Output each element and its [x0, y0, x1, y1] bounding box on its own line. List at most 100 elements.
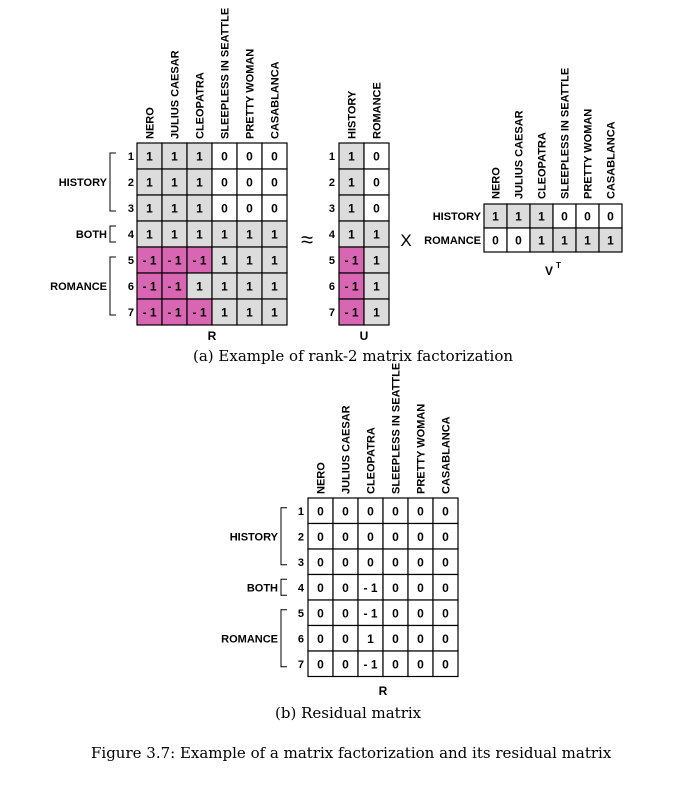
residual-matrix-cell [382, 497, 409, 525]
r-matrix-value: 0 [246, 176, 253, 190]
residual-matrix-cell [332, 497, 359, 525]
residual-matrix-value: 0 [342, 632, 349, 646]
vt-matrix-label: V [545, 264, 553, 278]
residual-matrix-value: 1 [367, 632, 374, 646]
r-col-header: CASABLANCA [270, 61, 282, 139]
r-matrix-value: 1 [146, 202, 153, 216]
u-matrix-cell [338, 246, 365, 274]
u-matrix-value: 1 [373, 306, 380, 320]
r-matrix-value: 1 [171, 176, 178, 190]
vt-col-header: JULIUS CAESAR [514, 110, 526, 199]
u-row-number: 2 [329, 177, 335, 189]
residual-matrix-cell [382, 650, 409, 678]
r-matrix-cell [236, 246, 263, 274]
r-matrix-value: 0 [246, 150, 253, 164]
vt-matrix-label-sup: T [556, 261, 561, 270]
r-row-group-label: HISTORY [59, 177, 108, 189]
r-row-group-label: ROMANCE [50, 281, 107, 293]
r-matrix-cell [161, 220, 188, 248]
residual-matrix-cell [382, 522, 409, 550]
residual-matrix-value: - 1 [363, 581, 377, 595]
residual-col-header: PRETTY WOMAN [416, 404, 428, 494]
residual-matrix-value: 0 [417, 555, 424, 569]
residual-matrix-cell [307, 548, 334, 576]
u-matrix-cell [338, 298, 365, 326]
residual-col-header: CLEOPATRA [366, 427, 378, 494]
r-matrix-value: - 1 [167, 306, 181, 320]
residual-matrix-value: 0 [317, 632, 324, 646]
residual-row-number: 1 [298, 506, 304, 518]
r-matrix-cell [261, 246, 288, 274]
vt-col-header: PRETTY WOMAN [583, 109, 595, 199]
u-matrix-value: 1 [348, 228, 355, 242]
residual-row-number: 4 [298, 582, 305, 594]
residual-matrix-label: R [379, 684, 388, 698]
residual-matrix-value: 0 [417, 657, 424, 671]
residual-matrix-cell [382, 548, 409, 576]
r-matrix-value: 1 [171, 202, 178, 216]
r-matrix-value: 1 [221, 228, 228, 242]
residual-matrix-value: 0 [392, 581, 399, 595]
residual-row-bracket [280, 609, 287, 668]
r-matrix-cell [211, 168, 238, 196]
r-matrix-value: - 1 [167, 254, 181, 268]
vt-matrix-value: 1 [538, 210, 545, 224]
r-matrix-value: 1 [196, 202, 203, 216]
residual-matrix-value: 0 [417, 581, 424, 595]
r-matrix-value: 1 [146, 150, 153, 164]
r-matrix-value: 1 [246, 228, 253, 242]
residual-matrix-value: 0 [392, 555, 399, 569]
vt-matrix-value: 1 [538, 234, 545, 248]
residual-matrix-value: 0 [392, 632, 399, 646]
r-matrix-value: 1 [171, 150, 178, 164]
r-matrix-value: 1 [271, 254, 278, 268]
vt-row-label: ROMANCE [424, 235, 481, 247]
vt-col-header: CLEOPATRA [537, 132, 549, 199]
residual-matrix-value: 0 [442, 657, 449, 671]
residual-col-header: CASABLANCA [441, 416, 453, 494]
residual-matrix-value: 0 [342, 606, 349, 620]
r-row-number: 2 [128, 177, 134, 189]
r-matrix-cell [261, 168, 288, 196]
r-matrix-value: 0 [246, 202, 253, 216]
r-row-bracket [109, 256, 116, 316]
residual-matrix-cell [357, 522, 384, 550]
r-matrix-value: - 1 [142, 280, 156, 294]
u-matrix-value: 1 [373, 280, 380, 294]
r-matrix-cell [161, 298, 188, 326]
residual-matrix-value: 0 [417, 530, 424, 544]
u-matrix-value: - 1 [344, 306, 358, 320]
residual-matrix-cell [332, 650, 359, 678]
r-col-header: CLEOPATRA [195, 72, 207, 139]
vt-matrix-value: 0 [492, 234, 499, 248]
u-matrix-value: 0 [373, 202, 380, 216]
u-matrix-value: 0 [373, 150, 380, 164]
r-row-bracket [109, 225, 116, 243]
r-matrix-cell [211, 194, 238, 222]
r-matrix-value: 1 [196, 280, 203, 294]
r-matrix-value: 1 [271, 228, 278, 242]
r-matrix-value: 1 [246, 306, 253, 320]
residual-matrix-value: 0 [442, 504, 449, 518]
u-matrix-cell [363, 272, 390, 300]
u-matrix-value: - 1 [344, 254, 358, 268]
u-matrix-value: 1 [373, 228, 380, 242]
r-matrix-cell [261, 272, 288, 300]
vt-matrix-value: 1 [561, 234, 568, 248]
r-matrix-value: - 1 [192, 306, 206, 320]
u-matrix-cell [363, 220, 390, 248]
r-matrix-cell [261, 220, 288, 248]
r-matrix-label: R [208, 329, 217, 343]
vt-row-label: HISTORY [433, 211, 482, 223]
residual-matrix-value: 0 [317, 530, 324, 544]
u-matrix-value: 1 [348, 150, 355, 164]
residual-matrix-cell [357, 599, 384, 627]
residual-col-header: SLEEPLESS IN SEATTLE [391, 363, 403, 494]
r-row-number: 3 [128, 203, 134, 215]
residual-matrix-cell [357, 624, 384, 652]
r-matrix-value: 1 [246, 280, 253, 294]
vt-matrix-value: 0 [584, 210, 591, 224]
r-matrix-value: 1 [171, 228, 178, 242]
vt-matrix-value: 1 [492, 210, 499, 224]
